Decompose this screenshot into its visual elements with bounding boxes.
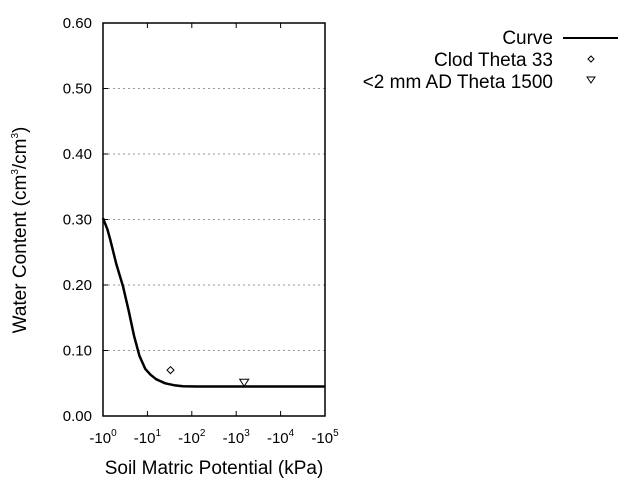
y-axis-ticks: 0.00 0.10 0.20 0.30 0.40 0.50 0.60 [63, 15, 108, 425]
x-tick-label: -101 [134, 428, 162, 447]
y-tick-label: 0.00 [63, 408, 92, 425]
x-tick-label: -102 [178, 428, 206, 447]
x-axis-ticks: -100 -101 -102 -103 -104 -105 [89, 23, 339, 447]
y-axis-title: Water Content (cm3/cm3) [10, 127, 31, 334]
legend-label-clod-theta-33: Clod Theta 33 [434, 50, 553, 71]
y-tick-label: 0.60 [63, 15, 92, 32]
legend-diamond-icon [587, 55, 595, 63]
legend-triangle-down-icon [586, 76, 596, 84]
y-tick-label: 0.40 [63, 146, 92, 163]
marker-series [166, 365, 250, 388]
x-tick-label: -103 [223, 428, 251, 447]
triangle-down-marker [238, 378, 250, 388]
y-tick-label: 0.30 [63, 212, 92, 229]
legend-label-ad-theta-1500: <2 mm AD Theta 1500 [363, 72, 553, 93]
legend-label-curve: Curve [502, 28, 553, 49]
y-tick-label: 0.50 [63, 81, 92, 98]
y-gridlines [103, 88, 325, 351]
legend: Curve Clod Theta 33 <2 mm AD Theta 1500 [363, 28, 618, 93]
y-tick-label: 0.20 [63, 277, 92, 294]
x-tick-label: -104 [267, 428, 295, 447]
diamond-marker [166, 365, 175, 375]
x-tick-label: -105 [311, 428, 339, 447]
curve-line [101, 217, 325, 388]
x-tick-label: -100 [89, 428, 117, 447]
y-tick-label: 0.10 [63, 343, 92, 360]
x-axis-title: Soil Matric Potential (kPa) [105, 458, 324, 479]
curve-series [101, 217, 325, 388]
